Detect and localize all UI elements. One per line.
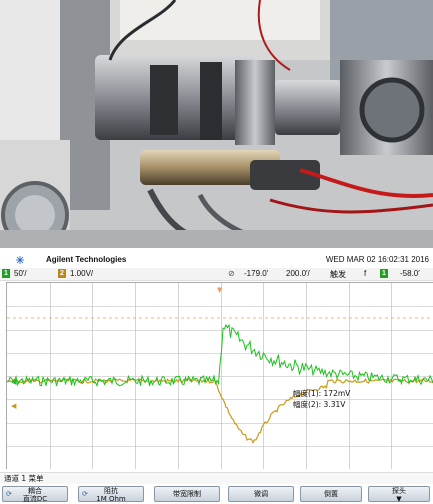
ch1-scale: 50′/	[14, 269, 27, 278]
ch1-ground-marker: ◀	[11, 378, 17, 386]
time-offset: -179.0′	[244, 269, 269, 278]
ch1-indicator: 1	[2, 269, 10, 278]
trigger-source: 1	[380, 269, 388, 278]
measurement-amplitude-2: 幅度(2): 3.31V	[293, 399, 346, 409]
softkey-impedance[interactable]: ⟳ 阻抗 1M Ohm	[78, 486, 144, 502]
menu-bar: 通道 1 菜单	[0, 472, 433, 484]
softkey-probe[interactable]: 探头 ▼	[368, 486, 430, 502]
softkey-bandwidth-limit[interactable]: 带宽限制	[154, 486, 220, 502]
trigger-position-icon: ⊘	[228, 269, 235, 278]
trigger-marker: ▼	[217, 286, 223, 294]
trigger-edge: f	[364, 269, 367, 278]
measurement-amplitude-1: 幅度(1): 172mV	[293, 388, 351, 398]
brand-name: Agilent Technologies	[46, 255, 127, 264]
softkey-fine[interactable]: 微调	[228, 486, 294, 502]
scope-header: Agilent Technologies WED MAR 02 16:02:31…	[0, 254, 433, 267]
date-time: WED MAR 02 16:02:31 2016	[325, 255, 429, 264]
agilent-logo-icon	[16, 256, 24, 264]
ch2-indicator: 2	[58, 269, 66, 278]
ch2-ground-marker: ◀	[11, 402, 17, 410]
trigger-level: -58.0′	[400, 269, 420, 278]
oscilloscope-screen: Agilent Technologies WED MAR 02 16:02:31…	[0, 254, 433, 504]
status-bar: 1 50′/ 2 1.00V/ ⊘ -179.0′ 200.0′/ 触发 f 1…	[0, 268, 433, 281]
grid	[7, 283, 433, 469]
softkey-coupling[interactable]: ⟳ 耦合 直流DC	[2, 486, 68, 502]
chevron-down-icon: ▼	[396, 494, 402, 503]
ch2-scale: 1.00V/	[70, 269, 94, 278]
time-scale: 200.0′/	[286, 269, 310, 278]
softkey-row: ⟳ 耦合 直流DC ⟳ 阻抗 1M Ohm 带宽限制 微调 倒置 探头 ▼	[0, 484, 433, 504]
trigger-mode: 触发	[330, 270, 346, 279]
softkey-invert[interactable]: 倒置	[300, 486, 362, 502]
channel-2-trace	[6, 377, 433, 444]
apparatus-photo	[0, 0, 433, 248]
channel-1-trace	[6, 323, 433, 388]
waveform-display: ◀ ◀ ▼ 幅度(1): 172mV 幅度(2): 3.31V	[6, 282, 433, 469]
menu-title: 通道 1 菜单	[4, 474, 44, 483]
cycle-icon: ⟳	[82, 490, 88, 498]
cycle-icon: ⟳	[6, 490, 12, 498]
